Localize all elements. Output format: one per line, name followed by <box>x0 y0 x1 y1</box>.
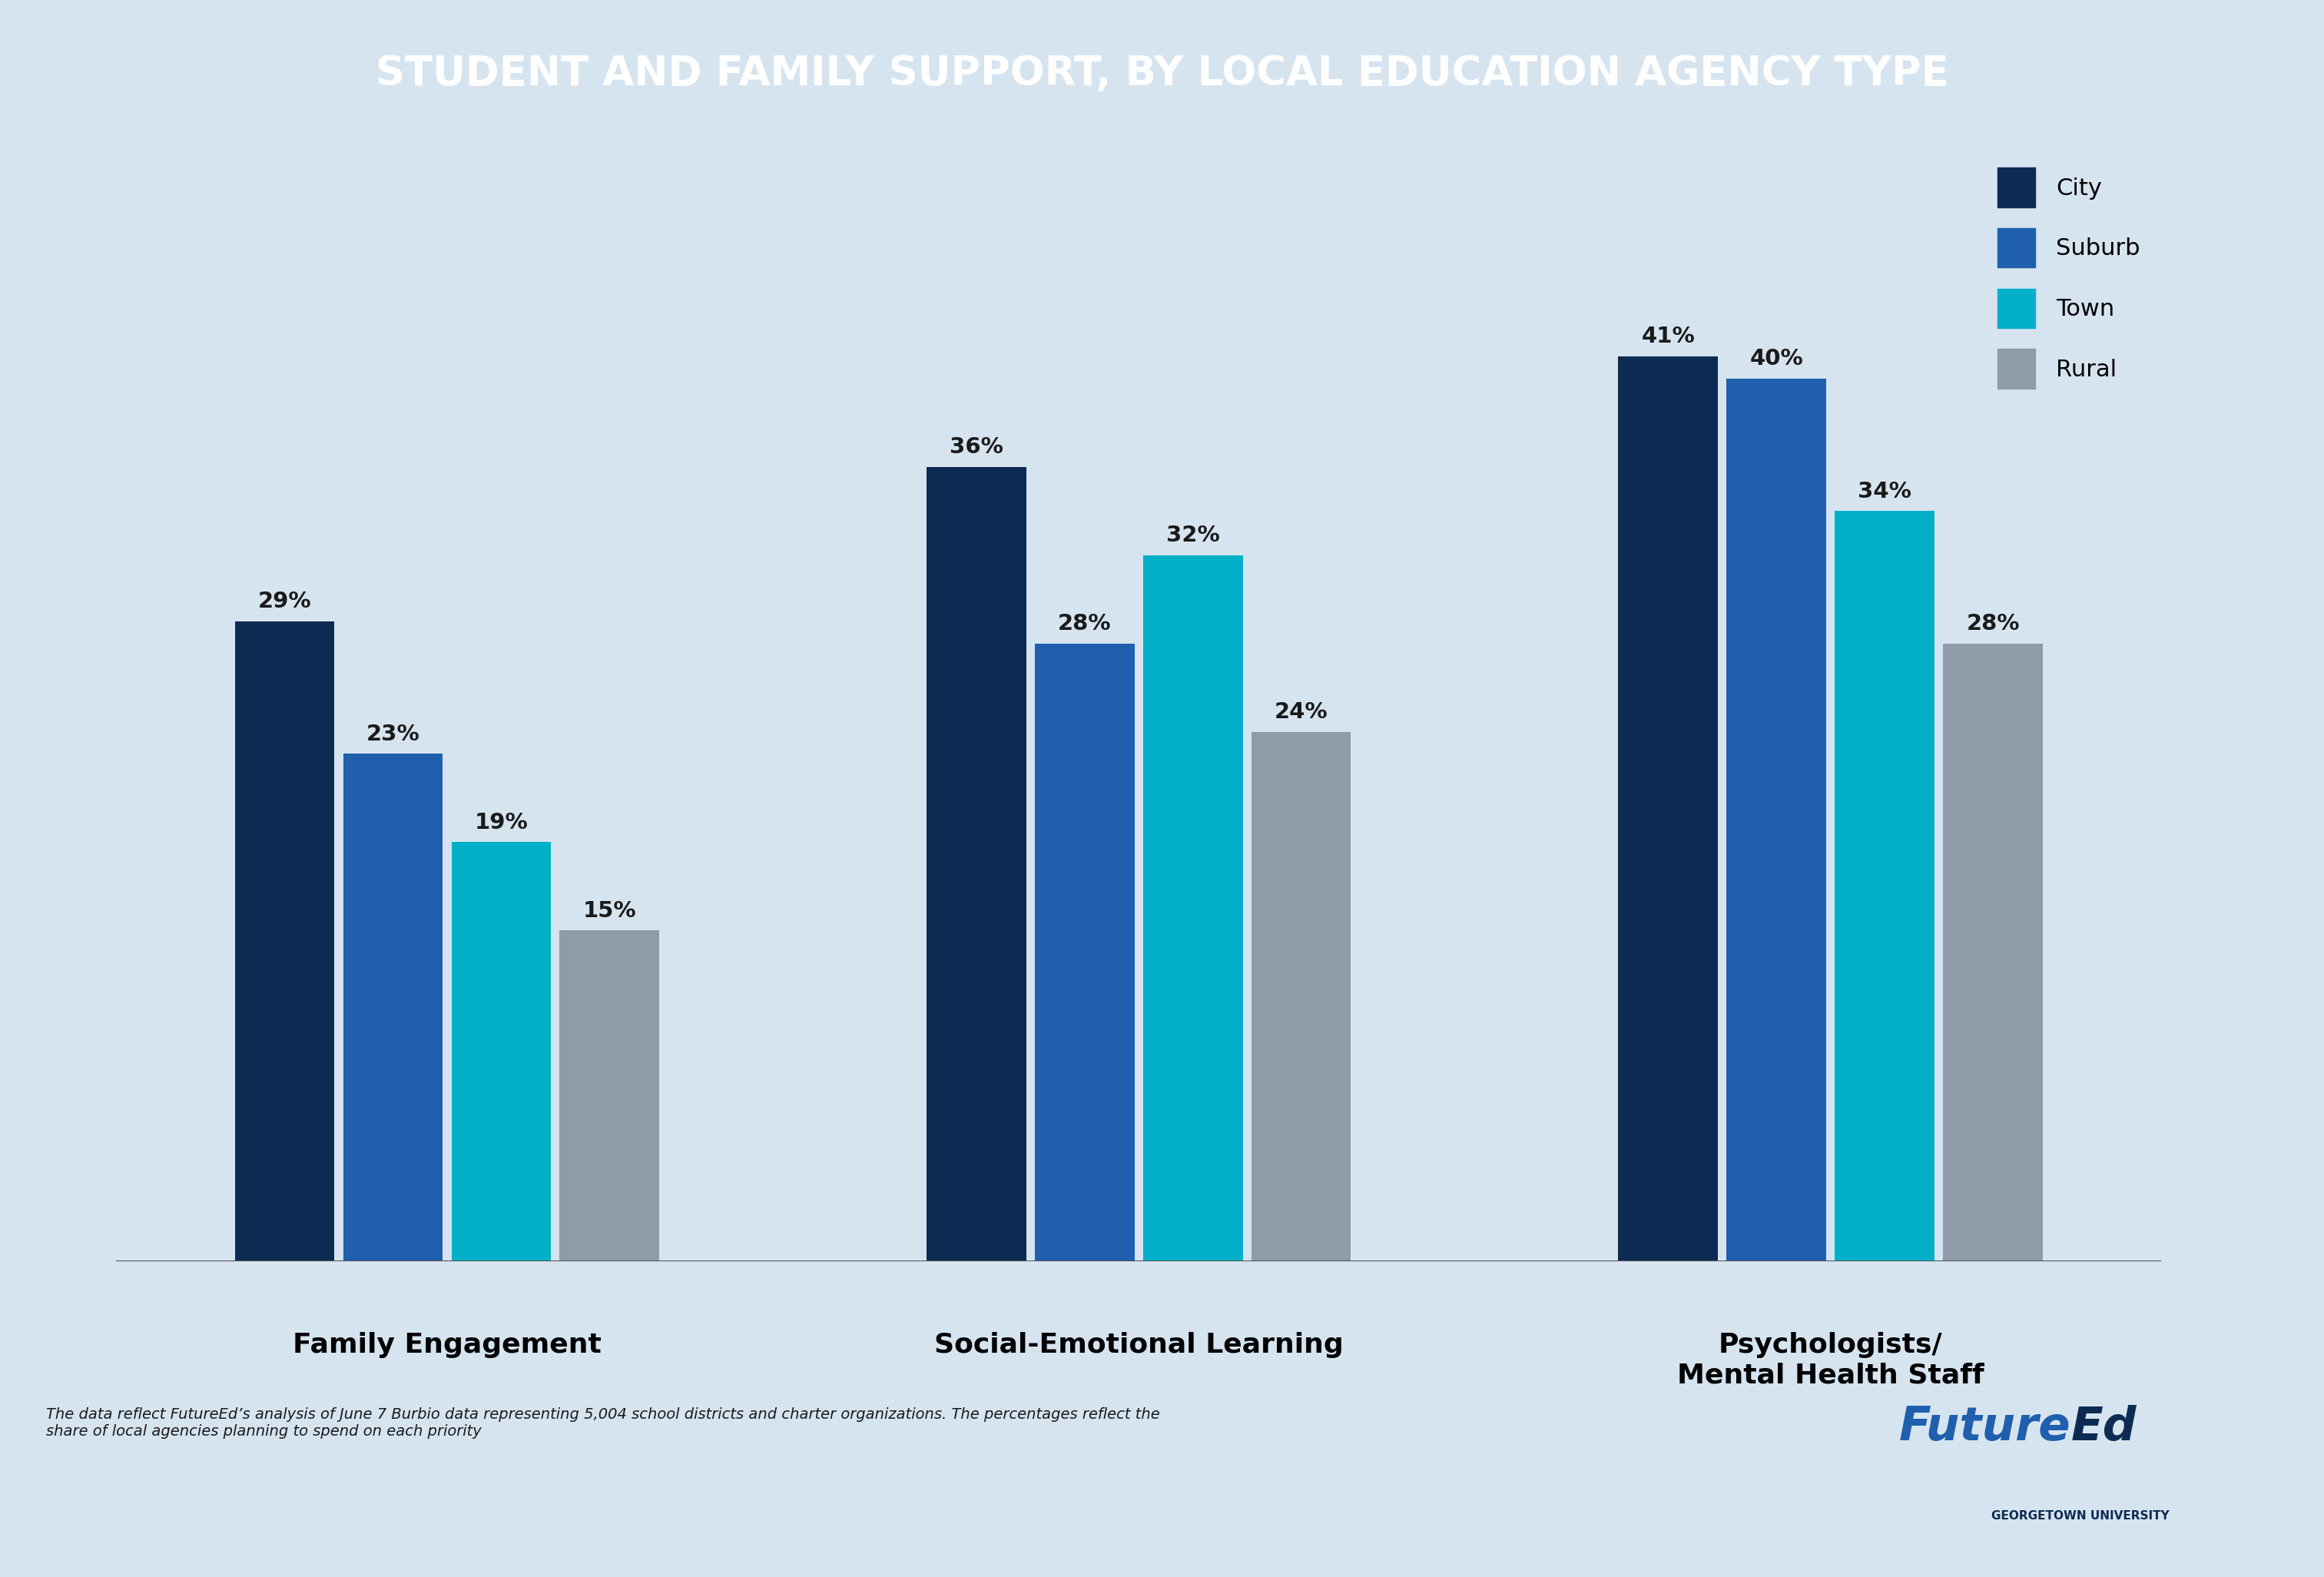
Text: 24%: 24% <box>1274 702 1327 722</box>
Bar <box>1943 643 2043 1262</box>
Text: GEORGETOWN UNIVERSITY: GEORGETOWN UNIVERSITY <box>1992 1511 2168 1522</box>
Text: The data reflect FutureEd’s analysis of June 7 Burbio data representing 5,004 sc: The data reflect FutureEd’s analysis of … <box>46 1407 1160 1438</box>
Text: 41%: 41% <box>1641 326 1694 347</box>
Text: 23%: 23% <box>367 724 421 744</box>
Bar <box>1836 511 1934 1262</box>
Text: STUDENT AND FAMILY SUPPORT, BY LOCAL EDUCATION AGENCY TYPE: STUDENT AND FAMILY SUPPORT, BY LOCAL EDU… <box>376 54 1948 93</box>
Text: 29%: 29% <box>258 591 311 612</box>
Text: 28%: 28% <box>1057 613 1111 634</box>
Bar <box>235 621 335 1262</box>
Text: Social-Emotional Learning: Social-Emotional Learning <box>934 1333 1343 1358</box>
Text: Psychologists/
Mental Health Staff: Psychologists/ Mental Health Staff <box>1678 1333 1985 1389</box>
Bar <box>1250 732 1350 1262</box>
Text: 28%: 28% <box>1966 613 2020 634</box>
Text: Ed: Ed <box>2071 1405 2136 1451</box>
Text: 40%: 40% <box>1750 349 1803 369</box>
Text: Family Engagement: Family Engagement <box>293 1333 602 1358</box>
Text: 19%: 19% <box>474 812 528 833</box>
Text: 36%: 36% <box>951 437 1004 457</box>
Bar <box>1618 356 1717 1262</box>
Bar <box>1143 555 1243 1262</box>
Text: 15%: 15% <box>583 900 637 921</box>
Text: Future: Future <box>1899 1405 2071 1451</box>
Bar <box>344 754 442 1262</box>
Text: 34%: 34% <box>1857 481 1910 501</box>
Bar <box>927 467 1027 1262</box>
Bar <box>1727 378 1827 1262</box>
Text: 32%: 32% <box>1167 525 1220 546</box>
Bar <box>1034 643 1134 1262</box>
Bar <box>451 842 551 1262</box>
Legend: City, Suburb, Town, Rural: City, Suburb, Town, Rural <box>1987 158 2150 397</box>
Bar <box>560 930 660 1262</box>
